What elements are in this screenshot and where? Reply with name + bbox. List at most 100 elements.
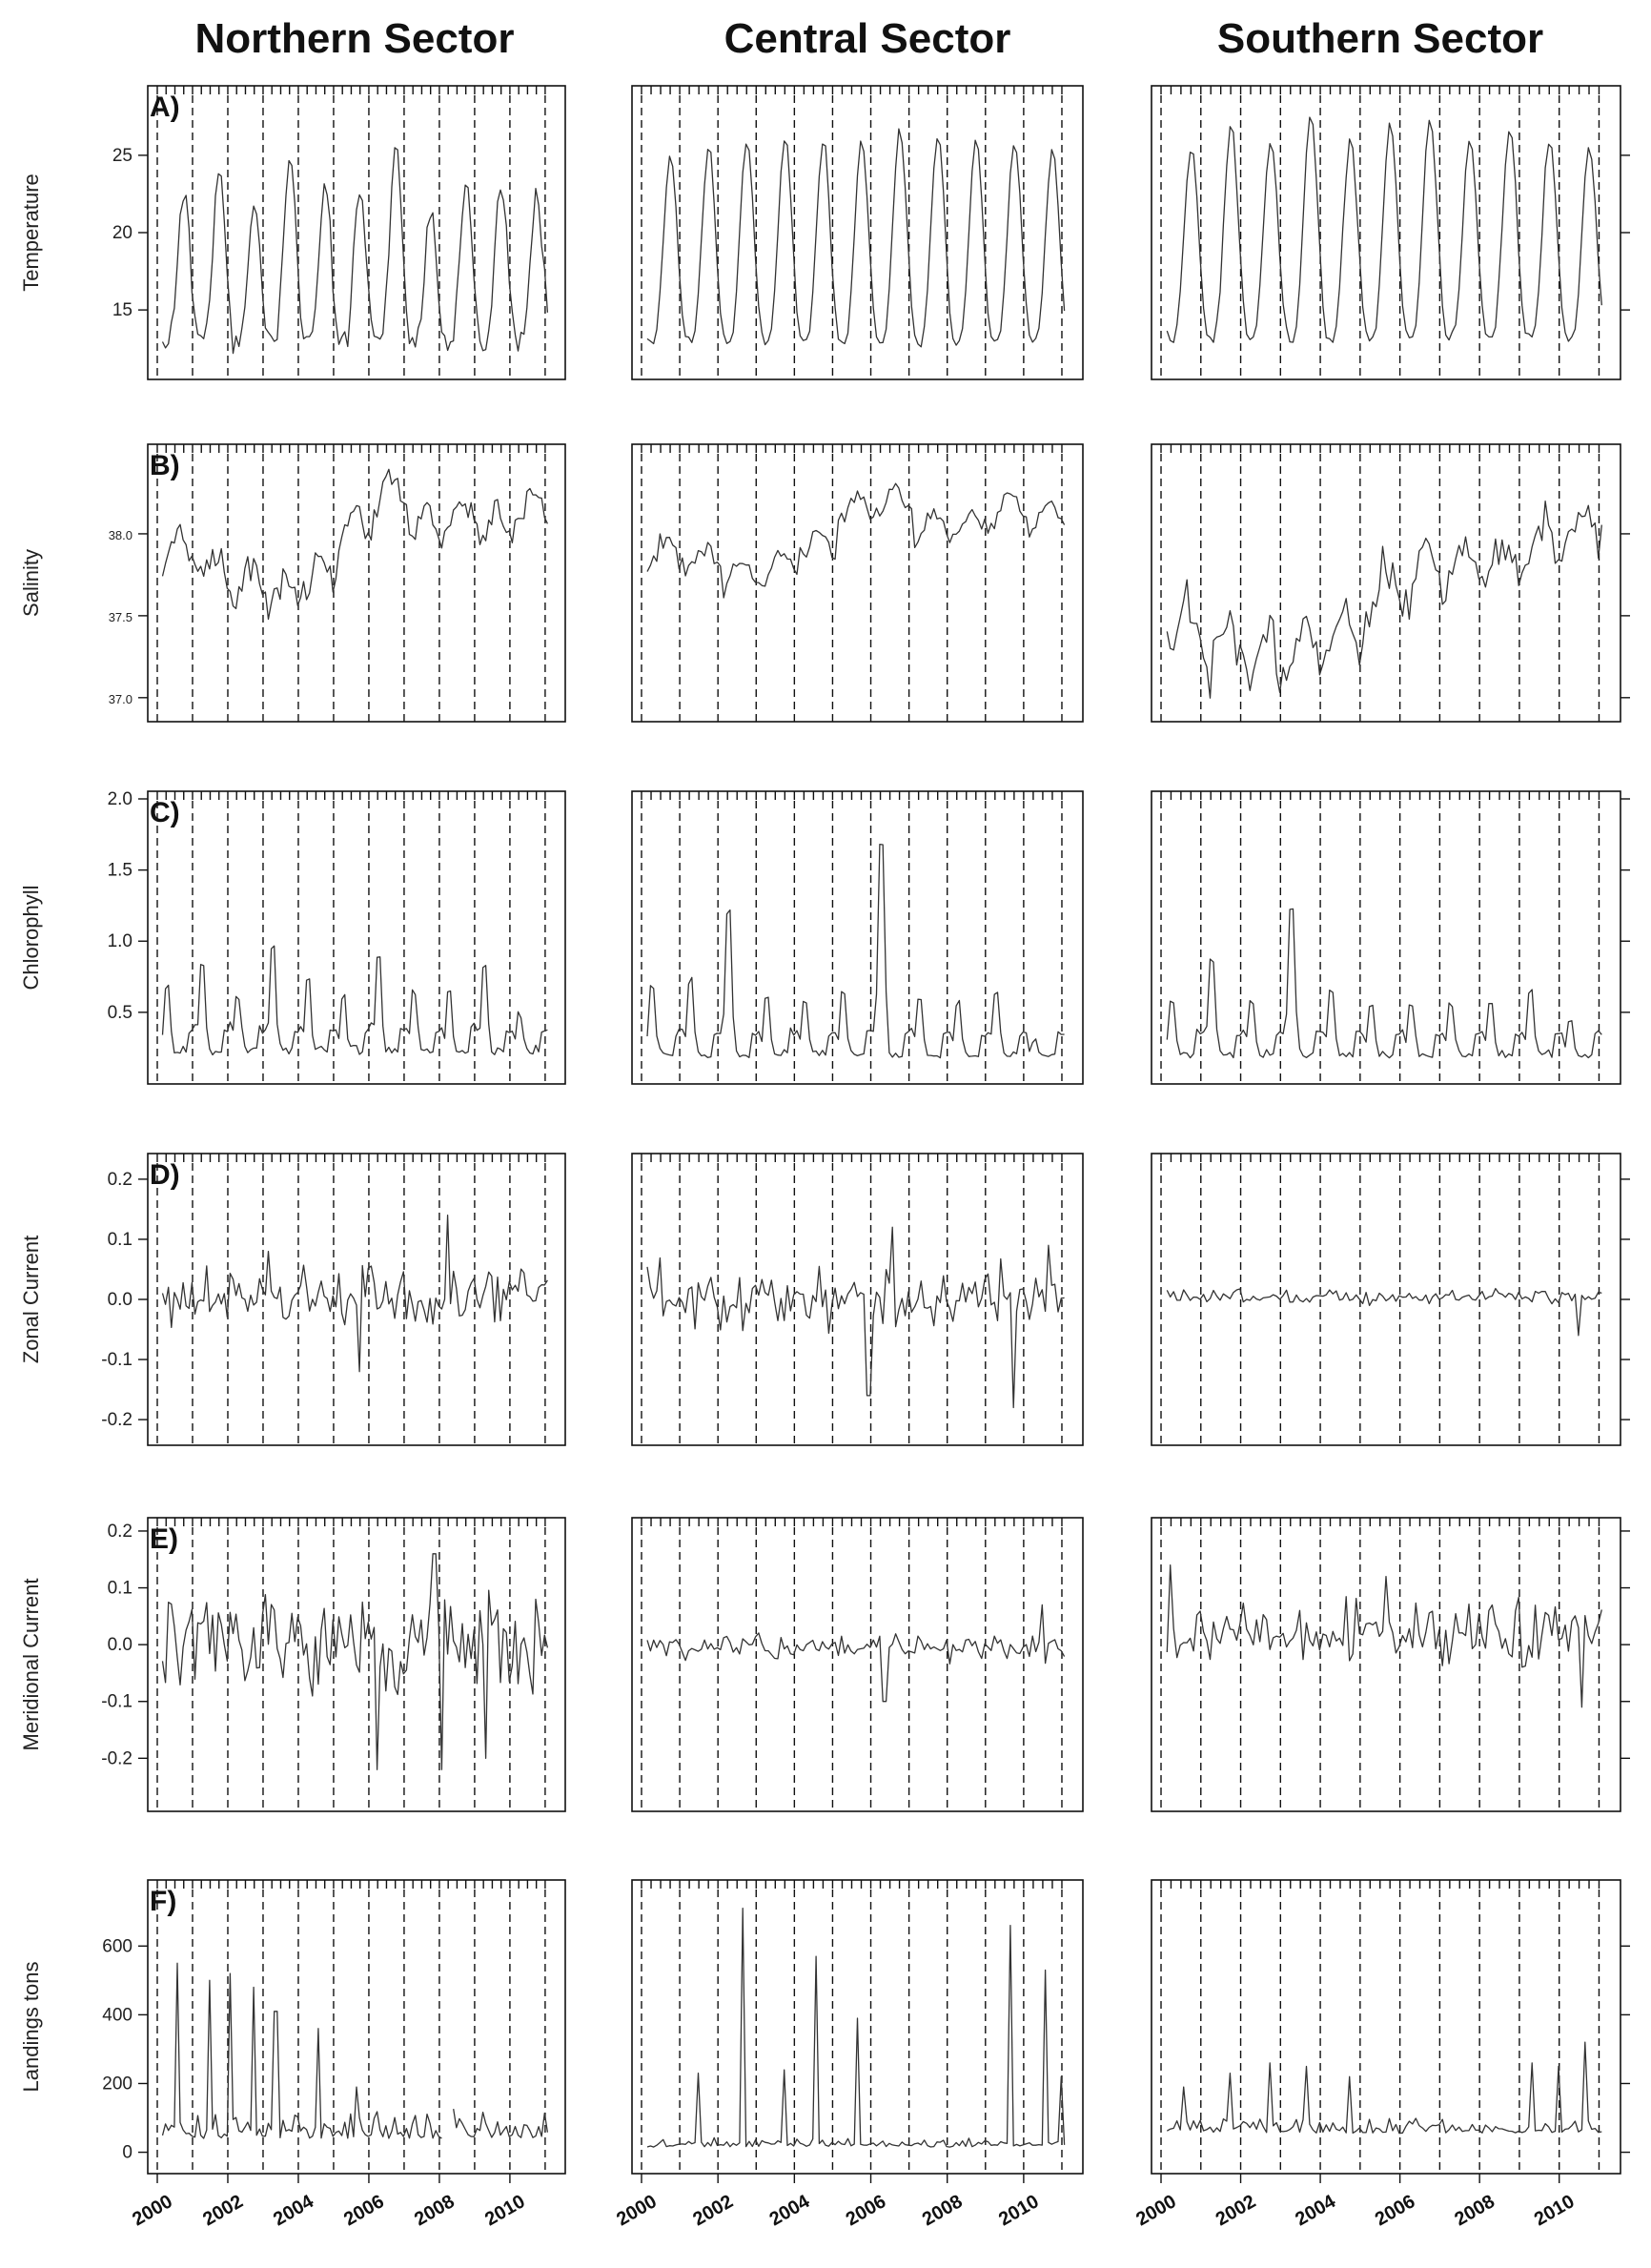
- series-line: [1166, 116, 1602, 343]
- y-tick-label: 200: [102, 2074, 132, 2094]
- y-tick-label: 1.0: [108, 931, 132, 951]
- series-line: [161, 1553, 549, 1770]
- column-title-central: Central Sector: [724, 15, 1011, 62]
- y-tick-label: -0.2: [101, 1748, 132, 1768]
- y-tick-label: 0.1: [108, 1579, 132, 1599]
- panel-frame: [147, 1879, 566, 2175]
- panel-letter: A): [150, 92, 180, 123]
- y-tick-label: 0.2: [108, 1170, 132, 1190]
- y-tick-label: -0.1: [101, 1350, 132, 1370]
- panel-letter: C): [150, 797, 180, 828]
- panel-frame: [1151, 790, 1621, 1085]
- x-tick-label: 2010: [995, 2191, 1043, 2230]
- x-tick-label: 2002: [689, 2191, 737, 2230]
- panel-south-4: [1151, 1517, 1630, 1812]
- y-tick-label: 1.5: [108, 861, 132, 881]
- series-line: [1166, 1564, 1602, 1708]
- panel-south-1: [1151, 443, 1630, 723]
- panel-central-2: [631, 790, 1084, 1085]
- series-line: [1166, 908, 1602, 1059]
- y-tick-label: 38.0: [109, 528, 132, 542]
- panel-central-0: [631, 85, 1084, 380]
- panel-north-2: 0.5 1.0 1.5 2.0 C) Chlorophyll: [19, 789, 566, 1085]
- x-tick-label: 2006: [340, 2191, 388, 2230]
- panel-central-4: [631, 1517, 1084, 1812]
- panel-central-5: 2000 2002 2004 2006 2008 2010: [613, 1879, 1084, 2231]
- series-line: [646, 1907, 1066, 2148]
- panel-north-3: -0.2 -0.1 0.0 0.1 0.2 D) Zonal Current: [19, 1153, 566, 1446]
- x-tick-label: 2004: [1292, 2191, 1339, 2231]
- y-tick-label: 37.5: [109, 610, 132, 624]
- panel-frame: [631, 1153, 1084, 1446]
- column-title-southern: Southern Sector: [1217, 15, 1543, 62]
- series-line: [646, 128, 1066, 348]
- panel-letter: F): [150, 1886, 176, 1917]
- panel-letter: E): [150, 1523, 178, 1555]
- panel-frame: [631, 443, 1084, 723]
- y-tick-label: 0: [122, 2143, 132, 2163]
- y-tick-label: 37.0: [109, 692, 132, 706]
- x-tick-label: 2006: [1372, 2191, 1419, 2230]
- series-line: [646, 482, 1066, 599]
- y-tick-label: 600: [102, 1936, 132, 1956]
- x-tick-label: 2004: [766, 2191, 814, 2231]
- panel-south-3: [1151, 1153, 1630, 1446]
- x-tick-label: 2000: [129, 2191, 176, 2230]
- column-titles: Northern Sector Central Sector Southern …: [195, 15, 1544, 62]
- panel-north-1: 37.0 37.5 38.0 B) Salinity: [19, 443, 566, 723]
- x-tick-label: 2006: [843, 2191, 890, 2230]
- x-tick-label: 2000: [613, 2191, 661, 2230]
- row-label: Temperature: [19, 174, 43, 292]
- panel-central-1: [631, 443, 1084, 723]
- panel-frame: [631, 85, 1084, 380]
- x-tick-label: 2000: [1132, 2191, 1180, 2230]
- x-tick-label: 2010: [481, 2191, 529, 2230]
- row-label: Chlorophyll: [19, 885, 43, 990]
- y-tick-label: -0.2: [101, 1410, 132, 1430]
- panel-frame: [1151, 1153, 1621, 1446]
- series-line: [646, 843, 1065, 1059]
- series-line: [646, 1604, 1066, 1703]
- row-label: Meridional Current: [19, 1579, 43, 1751]
- panel-frame: [147, 790, 566, 1085]
- series-line: [1166, 501, 1602, 699]
- y-tick-label: 0.0: [108, 1290, 132, 1310]
- series-line: [161, 147, 549, 355]
- panel-frame: [147, 443, 566, 723]
- y-tick-label: 0.1: [108, 1230, 132, 1250]
- column-title-northern: Northern Sector: [195, 15, 515, 62]
- row-label: Landings tons: [19, 1962, 43, 2093]
- series-line: [646, 1226, 1065, 1409]
- series-line: [161, 1962, 549, 2139]
- panel-frame: [1151, 1517, 1621, 1812]
- x-tick-label: 2010: [1531, 2191, 1579, 2230]
- panel-north-0: 15 20 25 A) Temperature: [19, 85, 566, 380]
- panel-letter: B): [150, 450, 180, 481]
- panel-frame: [631, 790, 1084, 1085]
- panel-north-4: -0.2 -0.1 0.0 0.1 0.2 E) Meridional Current: [19, 1517, 566, 1812]
- y-tick-label: 25: [112, 146, 132, 166]
- panel-south-0: [1151, 85, 1630, 380]
- panel-frame: [1151, 1879, 1621, 2175]
- row-label: Salinity: [19, 549, 43, 617]
- series-line: [161, 945, 548, 1056]
- y-tick-label: 15: [112, 300, 132, 320]
- x-tick-label: 2008: [411, 2191, 459, 2230]
- x-tick-label: 2008: [919, 2191, 967, 2230]
- y-tick-label: 0.2: [108, 1522, 132, 1542]
- y-tick-label: -0.1: [101, 1692, 132, 1712]
- x-tick-label: 2002: [199, 2191, 247, 2230]
- panel-frame: [631, 1517, 1084, 1812]
- panel-grid: 15 20 25 A) Temperature 37.0 37.5 38.0 B) Salinit…: [19, 85, 1630, 2231]
- panel-central-3: [631, 1153, 1084, 1446]
- y-tick-label: 20: [112, 223, 132, 243]
- x-tick-label: 2002: [1213, 2191, 1260, 2230]
- row-label: Zonal Current: [19, 1236, 43, 1364]
- series-line: [161, 468, 548, 621]
- y-tick-label: 0.5: [108, 1003, 132, 1023]
- panel-north-5: 0 200 400 600 F) Landings tons 2000 2002 2004 200…: [19, 1879, 566, 2230]
- series-line: [1166, 1287, 1602, 1337]
- panel-south-2: [1151, 790, 1630, 1085]
- panel-frame: [1151, 443, 1621, 723]
